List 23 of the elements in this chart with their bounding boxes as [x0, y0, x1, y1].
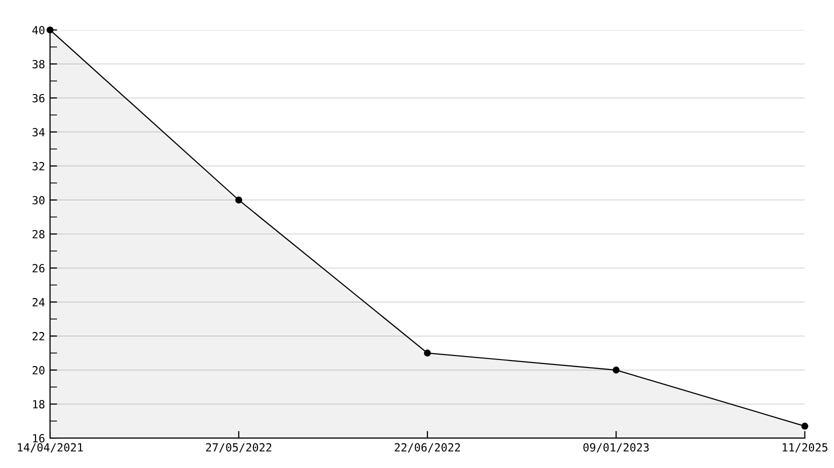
y-tick-label: 20 [32, 366, 44, 374]
y-tick-label: 28 [32, 230, 44, 238]
y-tick-label: 36 [32, 94, 44, 102]
y-tick-label: 32 [32, 162, 44, 170]
y-tick-label: 18 [33, 400, 44, 408]
x-tick-label: 09/01/2023 [583, 443, 649, 452]
point [801, 422, 808, 430]
y-tick-label: 26 [32, 264, 44, 272]
x-tick-label: 27/05/2022 [206, 443, 272, 452]
y-tick-label: 40 [32, 26, 44, 34]
y-tick-label: 16 [33, 434, 44, 442]
y-tick-label: 38 [32, 60, 44, 68]
y-tick-label: 24 [32, 298, 45, 306]
point [612, 366, 620, 374]
x-tick-label: 11/2025 [782, 443, 828, 452]
x-tick-label: 14/04/2021 [18, 443, 83, 452]
point [235, 196, 242, 204]
y-tick-label: 30 [32, 196, 44, 204]
point [424, 350, 431, 356]
y-tick-label: 34 [32, 128, 45, 136]
point [46, 26, 54, 34]
x-tick-label: 22/06/2022 [394, 443, 460, 452]
y-tick-label: 22 [32, 332, 44, 340]
